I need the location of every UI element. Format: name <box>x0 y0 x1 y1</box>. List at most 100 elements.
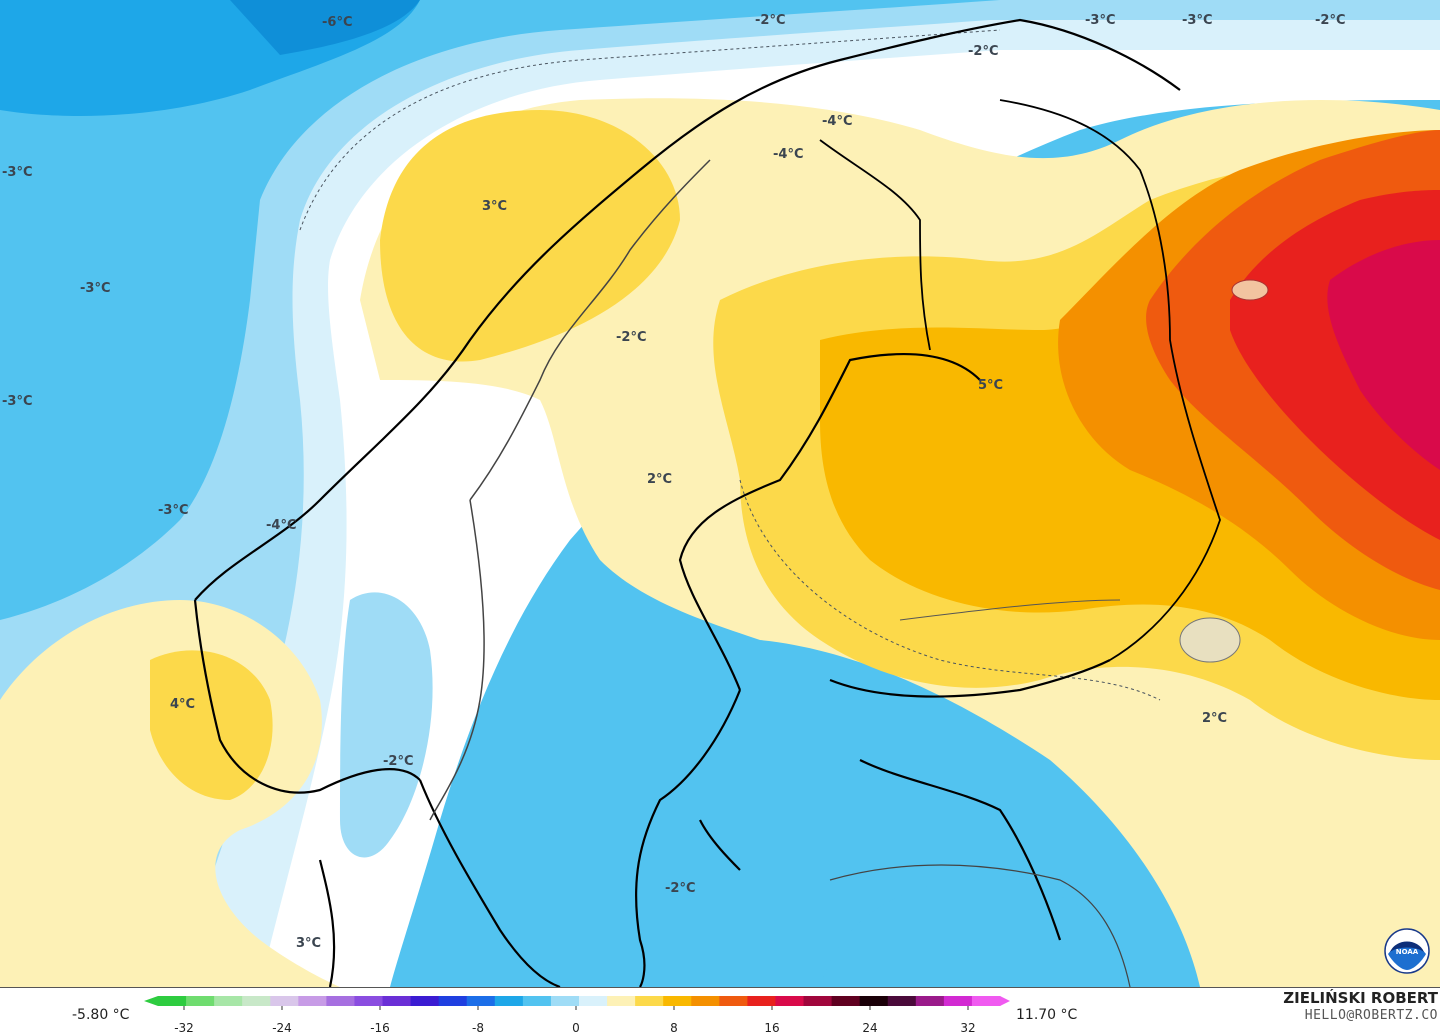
scale-color-step <box>859 996 889 1006</box>
scale-tick-label: 0 <box>572 1021 580 1035</box>
finland-russia-border <box>999 99 1221 661</box>
contour-line-1 <box>299 29 1001 231</box>
temp-label: -2°C <box>665 881 695 896</box>
temperature-map: -6°C -2°C -3°C -3°C -2°C -2°C -3°C -3°C … <box>0 0 1440 987</box>
scale-color-step <box>494 996 524 1006</box>
scale-color-step <box>915 996 945 1006</box>
temp-label: -6°C <box>322 15 352 30</box>
temp-label: -2°C <box>616 330 646 345</box>
author-email: HELLO@ROBERTZ.CO <box>1304 1008 1438 1023</box>
baltic-states-coastline <box>859 759 1062 941</box>
scale-color-step <box>522 996 552 1006</box>
norway-sweden-border-south <box>429 499 485 821</box>
scale-tick-label: -32 <box>174 1021 194 1035</box>
scale-color-step <box>635 996 664 1006</box>
scale-color-step <box>943 996 973 1006</box>
lake-onega <box>1231 279 1269 301</box>
gulf-finland-coastline <box>829 659 1111 698</box>
scale-color-step <box>971 996 1001 1006</box>
color-scale-ticks: -32 -24 -16 -8 0 8 16 24 32 <box>174 1021 975 1035</box>
scale-color-step <box>691 996 720 1006</box>
temp-label: 3°C <box>482 199 507 214</box>
scale-color-step <box>158 996 187 1006</box>
temp-label: -3°C <box>2 394 32 409</box>
scale-tick-label: 8 <box>670 1021 678 1035</box>
sweden-east-coastline <box>635 689 742 987</box>
baltic-border <box>829 864 1131 987</box>
temp-label: -2°C <box>755 13 785 28</box>
scale-color-step <box>354 996 384 1006</box>
crimson-zone <box>1327 240 1440 470</box>
temp-label: -2°C <box>968 44 998 59</box>
noaa-logo-text: NOAA <box>1396 948 1419 956</box>
temp-label: 5°C <box>978 378 1003 393</box>
scale-tick-label: -8 <box>472 1021 484 1035</box>
north-warm <box>380 110 680 362</box>
temp-label: 2°C <box>1202 711 1227 726</box>
scale-tick-label: 32 <box>960 1021 975 1035</box>
southwest-warmer <box>150 650 273 800</box>
gulf-bothnia-coastline <box>678 352 981 691</box>
scale-color-step <box>186 996 215 1006</box>
scale-color-step <box>242 996 271 1006</box>
denmark-coastline <box>318 859 336 987</box>
temp-label: 3°C <box>296 936 321 951</box>
sweden-finland-border <box>819 139 931 351</box>
legend-footer: -5.80 °C -32 -24 -16 -8 0 8 16 24 32 11.… <box>0 987 1440 1036</box>
scale-tick-label: 16 <box>764 1021 779 1035</box>
temp-label: -3°C <box>80 281 110 296</box>
coldest-zone <box>230 0 420 55</box>
south-norway-coastline <box>193 599 421 794</box>
scale-color-step <box>382 996 412 1006</box>
norway-coastline <box>194 18 1181 601</box>
color-scale: -32 -24 -16 -8 0 8 16 24 32 <box>144 996 1010 1035</box>
scale-color-step <box>550 996 580 1006</box>
noaa-logo: NOAA <box>1384 928 1430 974</box>
norway-cool-pocket <box>340 592 433 858</box>
gotland-outline <box>699 819 741 871</box>
temp-label: 4°C <box>170 697 195 712</box>
scale-color-step <box>831 996 861 1006</box>
scale-min-arrow <box>144 996 158 1006</box>
scale-color-step <box>326 996 355 1006</box>
temp-label: 2°C <box>647 472 672 487</box>
map-canvas: -6°C -2°C -3°C -3°C -2°C -2°C -3°C -3°C … <box>0 0 1440 987</box>
temp-label: -2°C <box>383 754 413 769</box>
scale-color-step <box>579 996 608 1006</box>
scale-color-step <box>803 996 833 1006</box>
scale-tick-label: -16 <box>370 1021 390 1035</box>
temp-label: -3°C <box>1182 13 1212 28</box>
scale-color-step <box>438 996 468 1006</box>
temp-label: -4°C <box>773 147 803 162</box>
scale-color-step <box>214 996 243 1006</box>
sweden-west-coastline <box>418 779 561 987</box>
scale-color-step <box>775 996 805 1006</box>
author-name: ZIELIŃSKI ROBERT <box>1283 989 1438 1007</box>
scale-color-step <box>887 996 917 1006</box>
scale-color-step <box>466 996 496 1006</box>
scale-color-step <box>719 996 748 1006</box>
temp-label: -3°C <box>2 165 32 180</box>
scale-color-step <box>663 996 692 1006</box>
scale-color-step <box>607 996 636 1006</box>
temp-label: -4°C <box>266 518 296 533</box>
finland-region-border <box>899 599 1121 621</box>
scale-tick-label: 24 <box>862 1021 877 1035</box>
scale-color-step <box>747 996 776 1006</box>
temperature-labels: -6°C -2°C -3°C -3°C -2°C -2°C -3°C -3°C … <box>2 13 1345 951</box>
scale-max-arrow <box>1000 996 1010 1006</box>
scale-tick-label: -24 <box>272 1021 292 1035</box>
legend-max-label: 11.70 °C <box>1016 1007 1078 1023</box>
scale-color-step <box>410 996 440 1006</box>
scale-color-step <box>270 996 299 1006</box>
color-scale-bars <box>144 996 1010 1010</box>
scale-color-step <box>298 996 327 1006</box>
temp-label: -3°C <box>158 503 188 518</box>
temp-label: -4°C <box>822 114 852 129</box>
baltic-cold-pocket <box>820 880 1140 987</box>
temp-label: -2°C <box>1315 13 1345 28</box>
legend-min-label: -5.80 °C <box>72 1007 130 1023</box>
lake-ladoga <box>1179 617 1241 663</box>
temp-label: -3°C <box>1085 13 1115 28</box>
norway-sweden-border <box>469 159 711 501</box>
